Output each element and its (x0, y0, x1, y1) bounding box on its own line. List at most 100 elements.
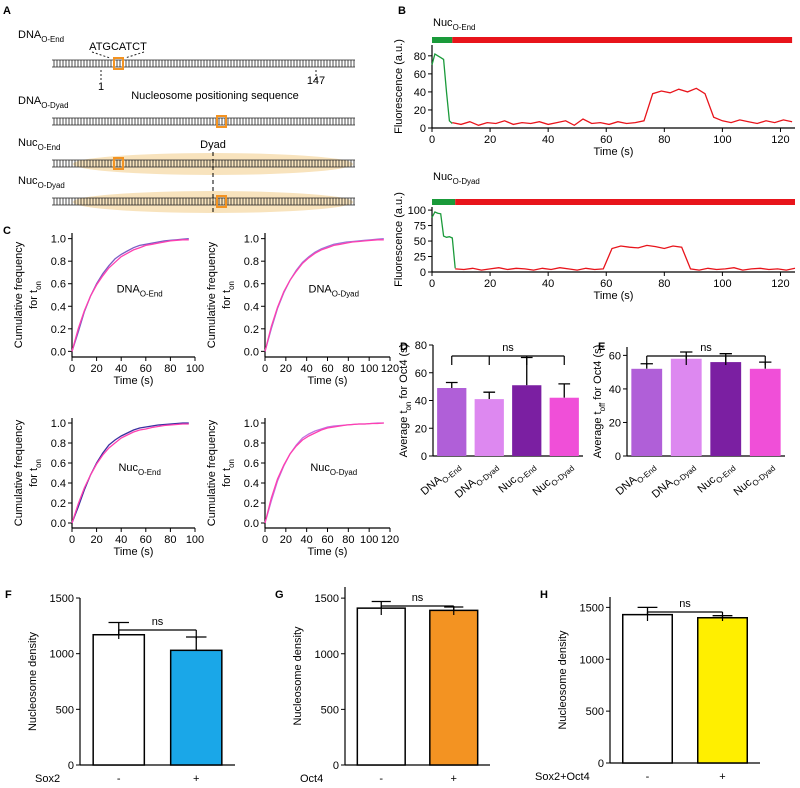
y-tick-label: 0.4 (244, 301, 259, 313)
x-tick-label: 20 (90, 534, 102, 546)
y-tick-label: 75 (414, 221, 426, 233)
error-bar (483, 391, 496, 400)
x-tick-label-part: - (117, 773, 121, 785)
x-tick-label: 120 (381, 534, 399, 546)
x-tick-label-part: 40 (301, 534, 313, 546)
construct-label-part: O-Dyad (41, 101, 68, 110)
x-tick-label: 40 (301, 363, 313, 375)
y-tick-label-part: 1000 (580, 654, 604, 666)
x-axis-label: Time (s) (114, 546, 154, 558)
position-tick (100, 70, 317, 80)
x-tick-label: 80 (658, 134, 670, 146)
x-tick-label: + (719, 771, 725, 783)
y-tick-label: 0 (420, 123, 426, 135)
y-tick-label: 0.4 (51, 478, 66, 490)
y-axis-label-part: on (404, 402, 413, 411)
panel-letter: D (400, 341, 408, 353)
x-tick-label-part: + (451, 773, 457, 785)
y-tick-label: 1.0 (51, 234, 66, 246)
y-axis-label: for ton (28, 281, 43, 309)
significance-bracket (451, 355, 565, 365)
x-tick-label-part: - (646, 771, 650, 783)
y-axis-label-part: for t (221, 290, 233, 309)
x-tick-label: 60 (321, 363, 333, 375)
y-tick-label-part: 0.8 (244, 438, 259, 450)
x-tick-label: 60 (600, 278, 612, 290)
y-tick-label-part: 0 (615, 451, 621, 463)
y-tick-label-part: 75 (414, 221, 426, 233)
significance-label: ns (679, 598, 691, 610)
dyad-label: Dyad (200, 139, 226, 151)
panel-letter-part: B (398, 5, 406, 17)
y-tick-label: 40 (414, 87, 426, 99)
y-tick-label: 60 (415, 368, 427, 380)
x-tick-label: 0 (429, 134, 435, 146)
curve-label-part: DNA (309, 284, 333, 296)
y-axis-label: Average toff for Oct4 (s) (592, 345, 607, 459)
x-tick-label-part: 0 (69, 363, 75, 375)
dyad-label-part: Dyad (200, 139, 226, 151)
x-tick-label-part: + (193, 773, 199, 785)
y-tick-label: 0.4 (244, 478, 259, 490)
y-tick-label-part: 100 (408, 205, 426, 217)
y-tick-label-part: 0 (333, 760, 339, 772)
x-tick-label: 40 (115, 363, 127, 375)
x-tick-label-part: 100 (713, 278, 731, 290)
x-axis-label-part: Time (s) (114, 546, 154, 558)
y-tick-label-part: 1500 (580, 602, 604, 614)
y-tick-label-part: 20 (415, 423, 427, 435)
y-tick-label-part: 0.2 (244, 324, 259, 336)
x-tick-label-part: O-End (635, 464, 658, 486)
position-label: 147 (307, 75, 325, 87)
x-axis-label: Sox2+Oct4 (535, 771, 590, 783)
y-axis-label-part: Cumulative frequency (13, 241, 25, 348)
y-tick-label-part: 40 (415, 396, 427, 408)
panel-letter-part: C (3, 225, 11, 237)
x-tick-label-part: 40 (542, 134, 554, 146)
y-tick-label-part: 80 (415, 340, 427, 352)
trace (455, 244, 796, 271)
y-tick-label-part: 0.8 (51, 438, 66, 450)
y-tick-label-part: 50 (414, 236, 426, 248)
y-axis-label-part: for t (28, 468, 40, 487)
motif-box (216, 195, 227, 208)
chart-title: NucO-Dyad (433, 171, 480, 186)
significance-label: ns (152, 616, 164, 628)
y-tick-label: 40 (415, 396, 427, 408)
x-tick-label: 20 (90, 363, 102, 375)
x-tick-label: 0 (262, 363, 268, 375)
y-tick-label-part: 500 (586, 706, 604, 718)
x-axis-label: Time (s) (594, 290, 634, 302)
sequence-label: Nucleosome positioning sequence (131, 90, 299, 102)
y-tick-label-part: 0.4 (51, 478, 66, 490)
x-tick-label-part: 60 (600, 134, 612, 146)
y-tick-label-part: 0.0 (51, 518, 66, 530)
dna-ladder (52, 197, 355, 206)
construct-label-part: O-End (41, 35, 64, 44)
x-axis-label-part: Time (s) (114, 375, 154, 387)
x-tick-label: 40 (301, 534, 313, 546)
panel-letter: E (598, 341, 605, 353)
y-axis-label: Cumulative frequency (206, 241, 218, 348)
bar (749, 368, 781, 456)
x-tick-label: 80 (342, 363, 354, 375)
y-tick-label: 1000 (580, 654, 604, 666)
y-tick-label-part: 20 (414, 105, 426, 117)
x-tick-label-part: 20 (280, 363, 292, 375)
x-tick-label-part: 0 (69, 534, 75, 546)
y-tick-label: 0 (420, 267, 426, 279)
y-tick-label-part: 60 (414, 69, 426, 81)
y-axis-label-part: Cumulative frequency (206, 419, 218, 526)
y-tick-label: 1500 (580, 602, 604, 614)
curve-label: NucO-End (118, 462, 160, 477)
x-tick-label: + (193, 773, 199, 785)
trace (264, 422, 384, 524)
y-axis-label-part: for Oct4 (s) (398, 344, 410, 399)
x-tick-label: 80 (164, 534, 176, 546)
construct-label: NucO-Dyad (18, 175, 65, 190)
curve-label: NucO-Dyad (310, 462, 357, 477)
y-tick-label: 0 (598, 758, 604, 770)
x-tick-label: NucO-Dyad (531, 459, 577, 501)
significance-bracket (118, 629, 197, 639)
y-tick-label-part: 0.2 (51, 498, 66, 510)
